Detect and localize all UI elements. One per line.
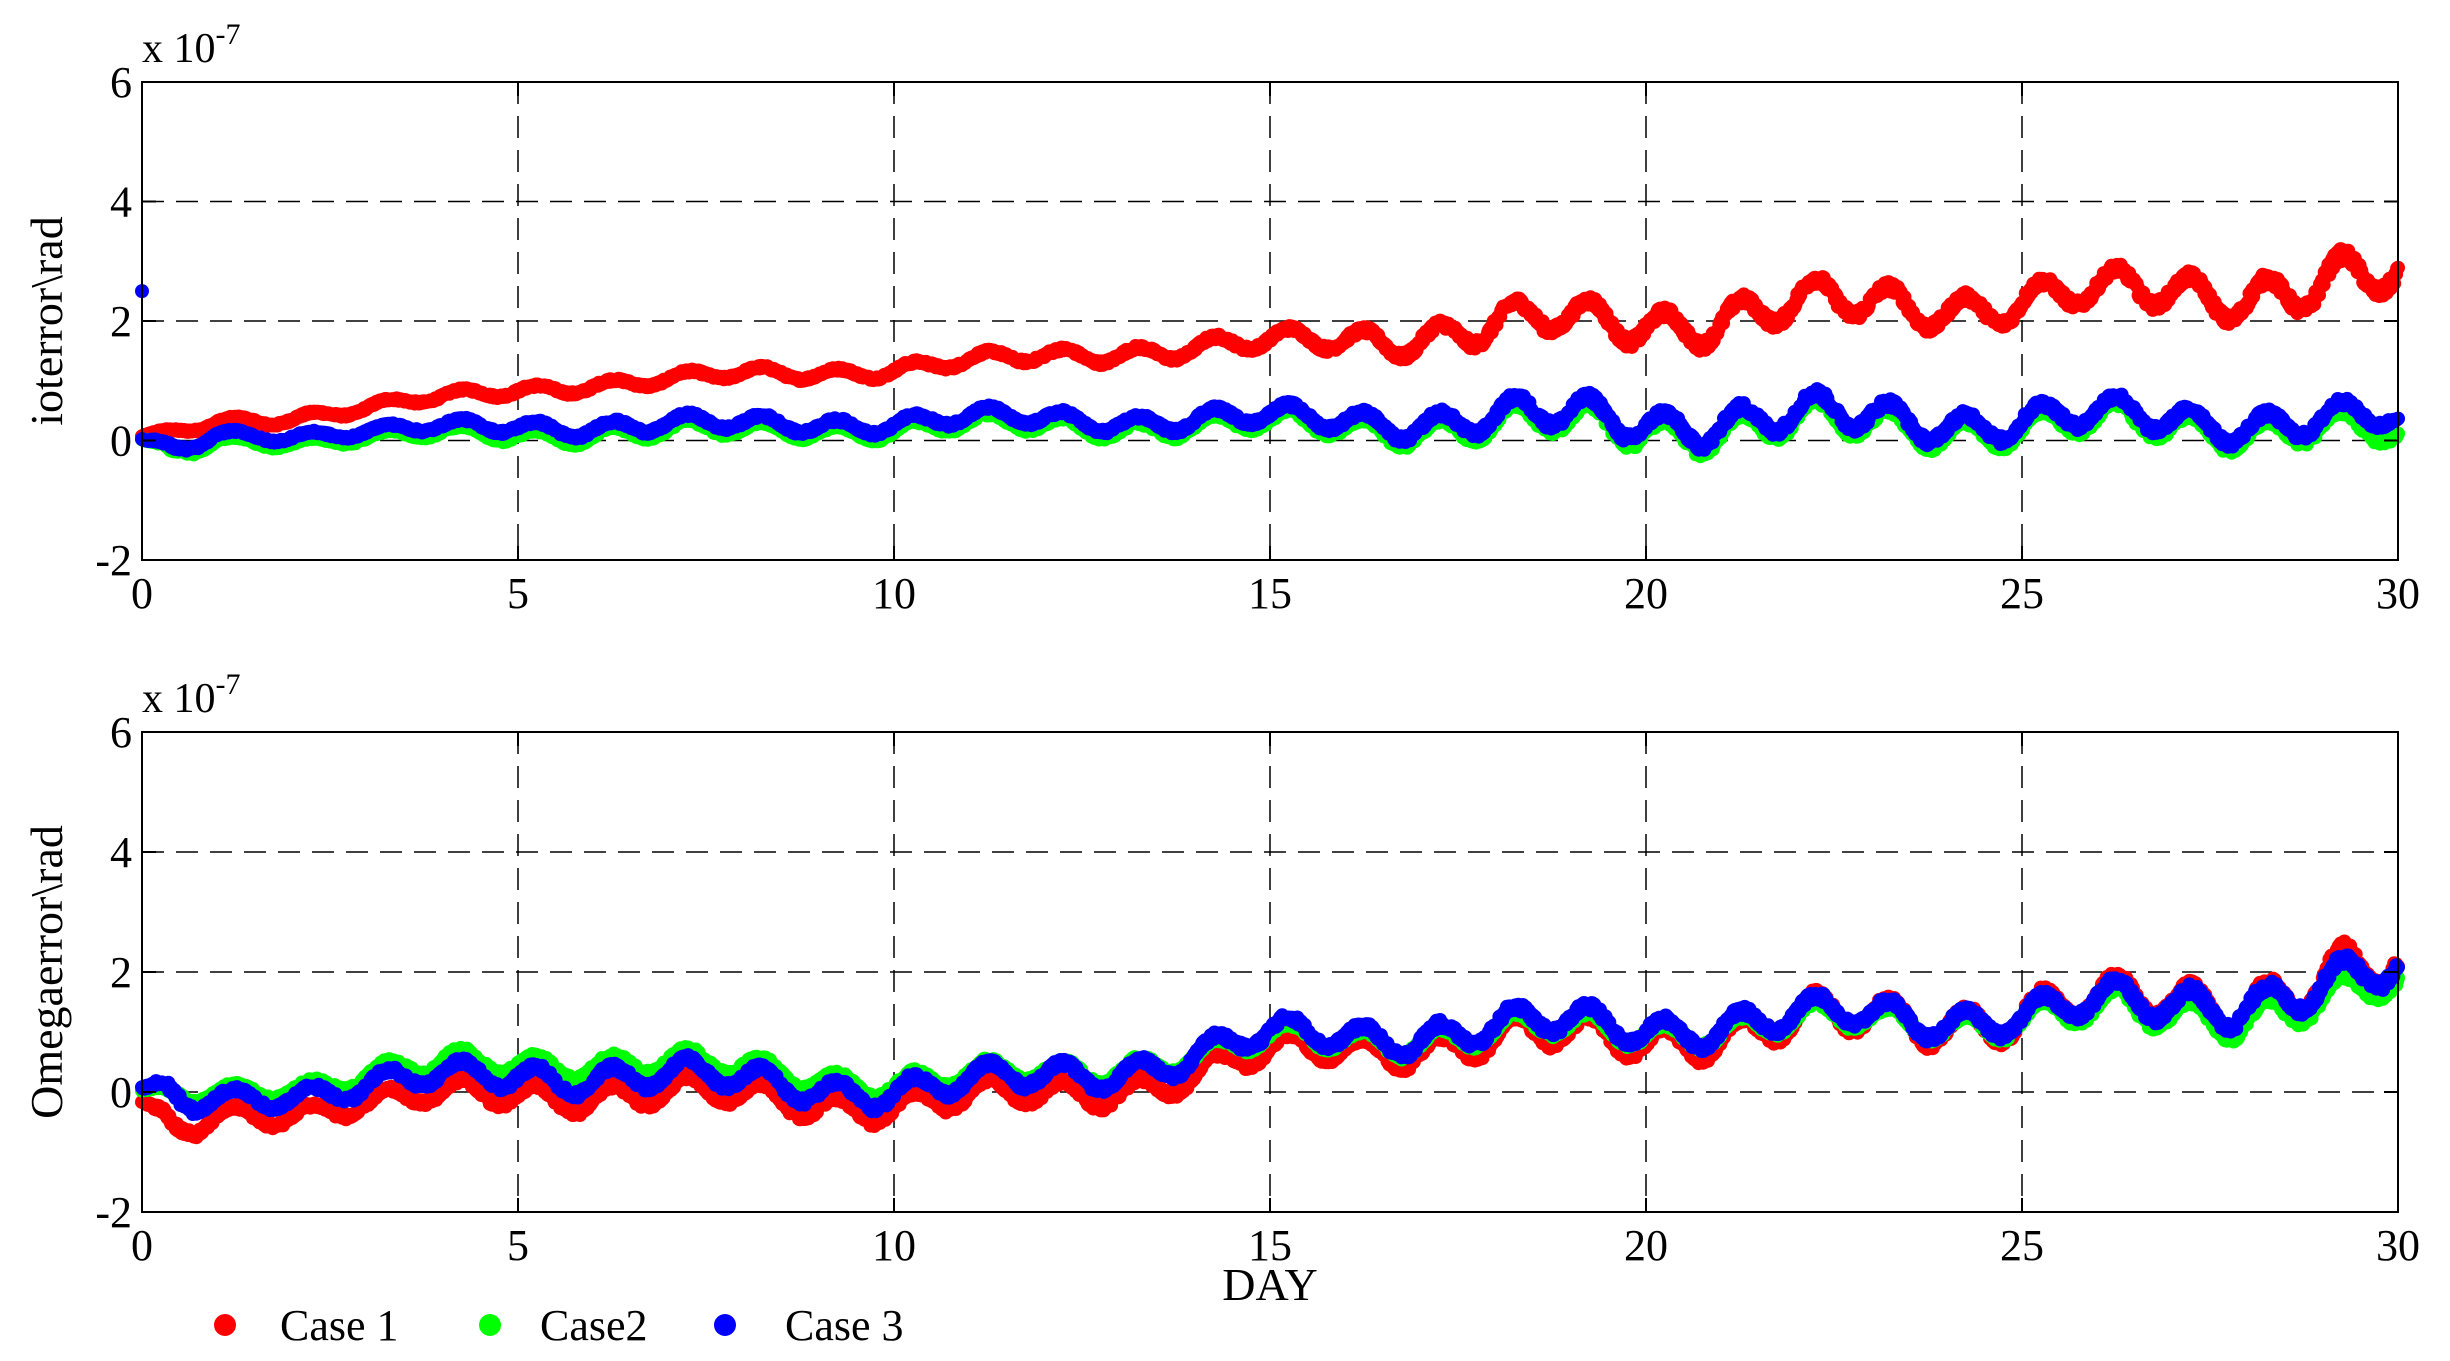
series-layer — [135, 242, 2405, 464]
series-case1 — [135, 242, 2405, 444]
